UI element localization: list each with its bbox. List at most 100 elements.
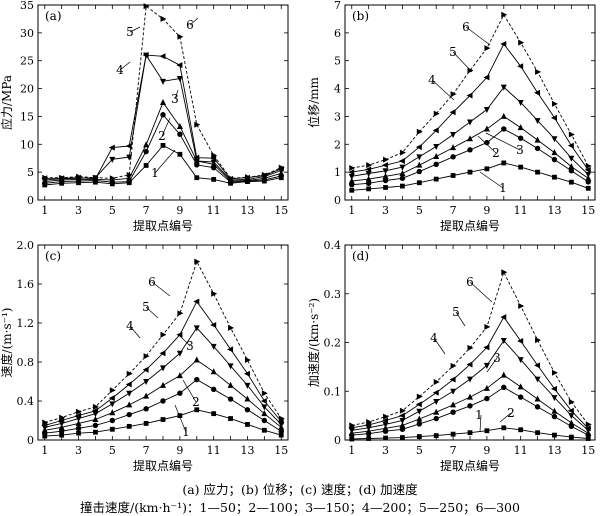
x-tick-label: 13: [240, 204, 254, 217]
data-point: [551, 136, 558, 143]
data-point: [501, 160, 507, 166]
data-point: [245, 422, 250, 427]
data-point: [348, 169, 355, 176]
caption-impact-speeds: 撞击速度/(km·h⁻¹)：1—50；2—100；3—150；4—200；5—2…: [80, 500, 520, 515]
series-leader-line: [145, 306, 159, 319]
x-tick-label: 5: [416, 204, 423, 217]
y-tick-label: 0: [334, 434, 341, 447]
data-point: [244, 382, 251, 389]
data-point: [160, 417, 166, 422]
data-point: [159, 53, 166, 60]
series-leader-line: [477, 135, 497, 154]
series-number-label: 4: [428, 73, 436, 87]
data-point: [92, 416, 99, 423]
x-tick-label: 1: [348, 204, 355, 217]
data-point: [433, 144, 440, 151]
data-point: [399, 149, 406, 156]
data-point: [211, 290, 218, 297]
data-point: [160, 15, 167, 22]
data-point: [466, 92, 473, 99]
data-point: [210, 386, 217, 392]
data-point: [568, 168, 575, 174]
data-point: [398, 158, 405, 164]
data-point: [176, 62, 183, 69]
x-tick-label: 11: [514, 444, 528, 457]
data-point: [416, 128, 423, 135]
data-point: [517, 357, 524, 364]
series-1: [349, 425, 591, 442]
data-point: [159, 350, 166, 357]
data-point: [93, 429, 98, 435]
data-point: [143, 379, 150, 385]
data-point: [416, 393, 423, 400]
panel-label: (d): [352, 249, 369, 263]
data-point: [383, 156, 390, 163]
x-tick-label: 9: [176, 444, 183, 457]
data-point: [416, 434, 422, 439]
data-point: [585, 171, 592, 178]
data-point: [349, 436, 355, 442]
x-tick-label: 11: [207, 444, 221, 457]
series-6: [42, 3, 285, 182]
series-leader-line: [479, 414, 482, 433]
data-point: [261, 171, 268, 178]
data-point: [585, 421, 592, 428]
data-point: [382, 172, 389, 179]
data-point: [467, 135, 473, 142]
data-point: [534, 136, 541, 143]
data-point: [58, 428, 65, 434]
data-point: [517, 135, 524, 141]
data-point: [227, 346, 234, 353]
data-point: [42, 433, 48, 439]
y-tick-label: 0: [334, 194, 341, 207]
series-leader-line: [486, 357, 498, 373]
series-number-label: 4: [430, 331, 438, 345]
data-point: [177, 413, 183, 419]
data-point: [75, 425, 82, 431]
x-tick-label: 15: [581, 204, 595, 217]
data-point: [517, 63, 524, 70]
data-point: [177, 33, 184, 40]
data-point: [176, 331, 183, 338]
data-point: [467, 376, 473, 383]
data-point: [433, 408, 440, 415]
data-point: [228, 324, 235, 331]
x-tick-label: 3: [382, 444, 389, 457]
data-point: [483, 106, 490, 113]
data-point: [534, 376, 541, 383]
panel-label: (a): [45, 9, 62, 23]
data-point: [261, 404, 268, 411]
y-tick-label: 5: [334, 55, 341, 68]
series-leader-line: [469, 281, 493, 303]
series-number-label: 1: [475, 408, 483, 422]
y-axis-label: 位移/mm: [306, 76, 321, 127]
data-point: [415, 144, 422, 151]
data-point: [382, 162, 389, 169]
data-point: [584, 425, 591, 432]
x-tick-label: 9: [483, 204, 490, 217]
data-point: [416, 421, 423, 427]
data-point: [160, 398, 166, 404]
data-point: [450, 144, 457, 151]
data-point: [126, 154, 133, 161]
data-point: [177, 390, 183, 396]
data-point: [365, 175, 372, 182]
data-point: [517, 100, 524, 106]
series-number-label: 6: [148, 275, 156, 289]
panel-label: (b): [352, 9, 369, 23]
x-axis-label: 提取点编号: [133, 218, 193, 233]
series-1: [349, 160, 591, 193]
series-line: [44, 300, 282, 426]
data-point: [194, 258, 201, 265]
data-point: [109, 175, 116, 182]
series-number-label: 1: [182, 425, 190, 439]
data-point: [415, 401, 422, 408]
series-leader-line: [154, 149, 176, 174]
data-point: [550, 385, 557, 392]
data-point: [450, 154, 456, 160]
data-point: [109, 156, 116, 163]
data-point: [59, 432, 65, 438]
series-leader-line: [129, 325, 141, 339]
y-tick-label: 7: [334, 0, 341, 12]
